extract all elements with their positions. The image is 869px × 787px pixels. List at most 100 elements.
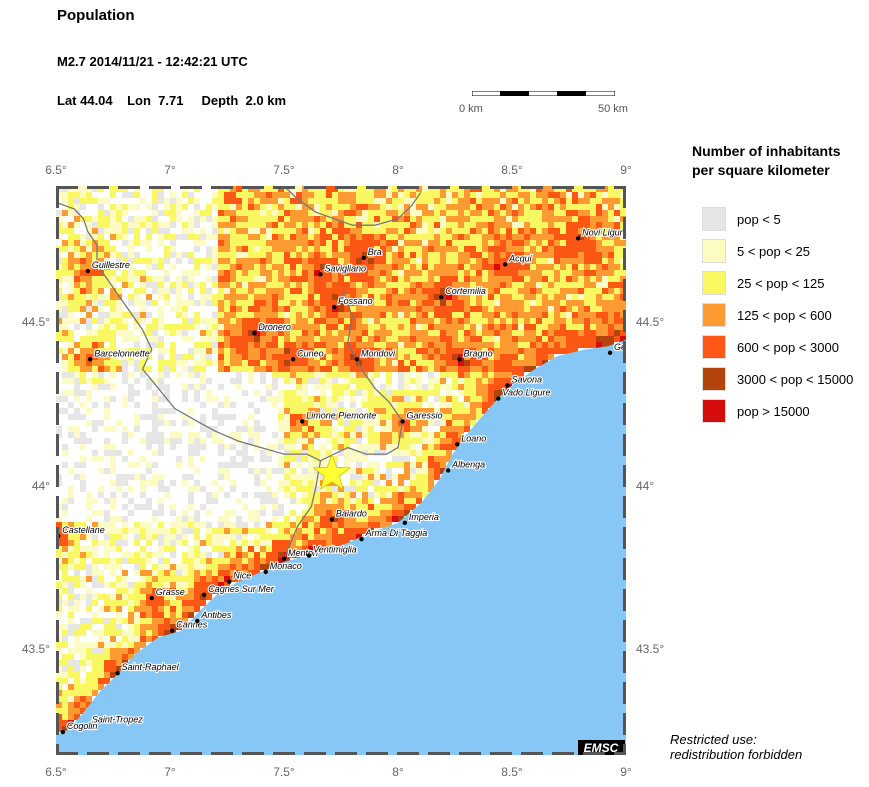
density-cell: [260, 288, 266, 294]
density-cell: [578, 258, 584, 264]
density-cell: [452, 438, 458, 444]
density-cell: [56, 522, 62, 528]
density-cell: [356, 378, 362, 384]
density-cell: [296, 258, 302, 264]
density-cell: [344, 282, 350, 288]
density-cell: [302, 312, 308, 318]
density-cell: [500, 342, 506, 348]
density-cell: [602, 252, 608, 258]
density-cell: [356, 252, 362, 258]
density-cell: [422, 276, 428, 282]
density-cell: [596, 240, 602, 246]
density-cell: [530, 204, 536, 210]
density-cell: [164, 492, 170, 498]
density-cell: [302, 540, 308, 546]
density-cell: [320, 486, 326, 492]
density-cell: [248, 312, 254, 318]
density-cell: [62, 600, 68, 606]
density-cell: [512, 240, 518, 246]
density-cell: [464, 234, 470, 240]
density-cell: [308, 522, 314, 528]
density-cell: [284, 306, 290, 312]
density-cell: [446, 444, 452, 450]
legend-label: 600 < pop < 3000: [737, 339, 839, 355]
density-cell: [110, 516, 116, 522]
density-cell: [110, 366, 116, 372]
density-cell: [80, 630, 86, 636]
density-cell: [572, 312, 578, 318]
density-cell: [488, 402, 494, 408]
density-cell: [338, 396, 344, 402]
density-cell: [314, 258, 320, 264]
density-cell: [134, 540, 140, 546]
density-cell: [206, 540, 212, 546]
density-cell: [560, 198, 566, 204]
density-cell: [584, 294, 590, 300]
city-marker: Savona: [505, 373, 543, 388]
density-cell: [68, 426, 74, 432]
density-cell: [350, 534, 356, 540]
density-cell: [512, 270, 518, 276]
density-cell: [290, 528, 296, 534]
density-cell: [80, 708, 86, 714]
density-cell: [206, 246, 212, 252]
density-cell: [236, 558, 242, 564]
density-cell: [134, 630, 140, 636]
density-cell: [62, 378, 68, 384]
density-cell: [272, 372, 278, 378]
density-cell: [218, 264, 224, 270]
density-cell: [122, 474, 128, 480]
density-cell: [500, 246, 506, 252]
density-cell: [320, 402, 326, 408]
density-cell: [104, 330, 110, 336]
density-cell: [236, 192, 242, 198]
density-cell: [224, 318, 230, 324]
axis-tick-label: 8°: [392, 163, 404, 177]
density-cell: [572, 186, 578, 192]
density-cell: [68, 696, 74, 702]
density-cell: [278, 558, 284, 564]
density-cell: [158, 192, 164, 198]
density-cell: [338, 318, 344, 324]
density-cell: [230, 246, 236, 252]
density-cell: [182, 384, 188, 390]
density-cell: [590, 204, 596, 210]
density-cell: [152, 552, 158, 558]
density-cell: [380, 300, 386, 306]
density-cell: [254, 234, 260, 240]
density-cell: [314, 324, 320, 330]
density-cell: [140, 348, 146, 354]
density-cell: [332, 540, 338, 546]
density-cell: [530, 246, 536, 252]
density-cell: [458, 330, 464, 336]
density-cell: [188, 588, 194, 594]
density-cell: [536, 306, 542, 312]
density-cell: [254, 432, 260, 438]
density-cell: [494, 234, 500, 240]
density-cell: [530, 258, 536, 264]
density-cell: [314, 330, 320, 336]
density-cell: [242, 222, 248, 228]
density-cell: [74, 432, 80, 438]
density-cell: [320, 348, 326, 354]
density-cell: [218, 528, 224, 534]
density-cell: [548, 270, 554, 276]
density-cell: [308, 438, 314, 444]
density-cell: [236, 270, 242, 276]
density-cell: [74, 372, 80, 378]
density-cell: [296, 252, 302, 258]
density-cell: [470, 372, 476, 378]
density-cell: [548, 330, 554, 336]
density-cell: [560, 258, 566, 264]
density-cell: [266, 216, 272, 222]
city-label: Imperia: [409, 512, 439, 522]
density-cell: [560, 312, 566, 318]
density-cell: [578, 228, 584, 234]
density-cell: [470, 414, 476, 420]
density-cell: [302, 222, 308, 228]
density-cell: [266, 492, 272, 498]
density-cell: [608, 240, 614, 246]
density-cell: [440, 288, 446, 294]
density-cell: [314, 360, 320, 366]
density-cell: [374, 342, 380, 348]
